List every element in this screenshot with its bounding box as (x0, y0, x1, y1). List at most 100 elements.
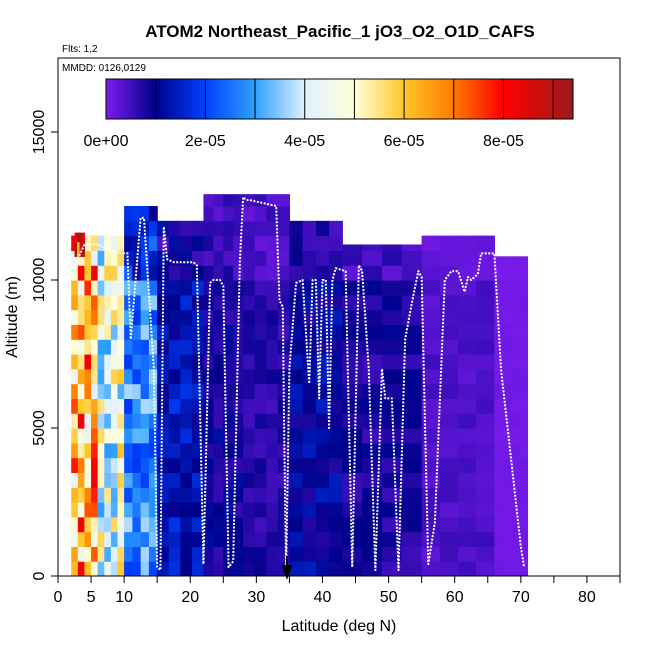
heatmap-cell (289, 428, 304, 444)
heatmap-cell (191, 413, 205, 429)
heatmap-cell (329, 531, 343, 547)
heatmap-cell (148, 502, 158, 518)
heatmap-cell (254, 368, 267, 385)
heatmap-cell (148, 220, 158, 237)
heatmap-cell (148, 265, 158, 281)
heatmap-cell (254, 354, 267, 370)
heatmap-cell (254, 428, 267, 444)
heatmap-cell (84, 265, 92, 281)
heatmap-cell (97, 354, 105, 370)
heatmap-cell (104, 324, 112, 340)
heatmap-cell (81, 232, 86, 243)
heatmap-cell (223, 280, 234, 296)
heatmap-cell (401, 368, 423, 385)
heatmap-cell (117, 265, 125, 281)
heatmap-cell (124, 487, 133, 503)
heatmap-cell (110, 531, 119, 547)
heatmap-cell (140, 368, 150, 385)
heatmap-cell (84, 339, 92, 355)
heatmap-cell (243, 398, 256, 414)
heatmap-cell (168, 487, 181, 503)
heatmap-cell (277, 442, 291, 459)
heatmap-cell (84, 487, 92, 503)
heatmap-cell (233, 398, 244, 414)
heatmap-cell (180, 531, 193, 547)
heatmap-cell (519, 324, 529, 340)
heatmap-cell (180, 502, 193, 518)
heatmap-cell (476, 531, 495, 547)
heatmap-cell (421, 531, 441, 547)
heatmap-cell (302, 235, 317, 251)
heatmap-cell (233, 354, 244, 370)
heatmap-cell (519, 354, 529, 370)
heatmap-cell (97, 265, 105, 281)
heatmap-cell (117, 531, 125, 547)
heatmap-cell (213, 368, 224, 385)
heatmap-cell (77, 232, 81, 243)
heatmap-cell (289, 413, 304, 429)
heatmap-cell (157, 442, 170, 459)
heatmap-cell (277, 324, 291, 340)
heatmap-cell (213, 339, 224, 355)
heatmap-cell (315, 472, 330, 488)
heatmap-cell (289, 309, 304, 325)
heatmap-cell (254, 383, 267, 399)
heatmap-cell (439, 457, 459, 473)
heatmap-cell (342, 457, 363, 473)
heatmap-cell (519, 428, 529, 444)
heatmap-cell (180, 457, 193, 473)
heatmap-cell (476, 428, 495, 444)
heatmap-cell (289, 561, 304, 576)
heatmap-cell (401, 516, 423, 533)
heatmap-cell (233, 561, 244, 576)
heatmap-cell (315, 546, 330, 562)
heatmap-cell (180, 413, 193, 429)
heatmap-cell (302, 531, 317, 547)
x-tick-label: 30 (247, 589, 265, 606)
heatmap-cell (302, 265, 317, 281)
heatmap-cell (519, 309, 529, 325)
heatmap-cell (77, 368, 86, 385)
heatmap-cell (203, 413, 214, 429)
heatmap-cell (289, 235, 304, 251)
heatmap-cell (140, 280, 150, 296)
heatmap-cell (421, 324, 441, 340)
heatmap-cell (110, 516, 119, 533)
heatmap-cell (302, 428, 317, 444)
heatmap-cell (223, 250, 234, 266)
heatmap-cell (157, 309, 170, 325)
heatmap-cell (277, 280, 291, 296)
heatmap-cell (84, 324, 92, 340)
heatmap-cell (97, 250, 105, 266)
heatmap-cell (458, 265, 477, 281)
heatmap-cell (510, 294, 520, 311)
heatmap-cell (476, 487, 495, 503)
heatmap-cell (421, 502, 441, 518)
heatmap-cell (157, 428, 170, 444)
heatmap-cell (223, 235, 234, 251)
heatmap-cell (104, 531, 112, 547)
heatmap-cell (132, 472, 142, 488)
heatmap-cell (168, 428, 181, 444)
heatmap-cell (266, 206, 279, 222)
heatmap-cell (223, 442, 234, 459)
heatmap-cell (519, 472, 529, 488)
heatmap-cell (84, 516, 92, 533)
heatmap-cell (439, 472, 459, 488)
heatmap-cell (266, 339, 279, 355)
heatmap-cell (476, 502, 495, 518)
heatmap-cell (502, 502, 512, 518)
heatmap-cell (277, 250, 291, 266)
heatmap-cell (91, 250, 99, 266)
heatmap-cell (84, 561, 92, 576)
heatmap-cell (104, 398, 112, 414)
heatmap-cell (110, 368, 119, 385)
heatmap-cell (213, 220, 224, 237)
heatmap-cell (77, 502, 86, 518)
heatmap-cell (203, 472, 214, 488)
x-tick-label: 0 (54, 589, 63, 606)
heatmap-cell (458, 531, 477, 547)
y-tick-label: 0 (31, 571, 48, 580)
heatmap-cell (223, 561, 234, 576)
heatmap-cell (124, 472, 133, 488)
